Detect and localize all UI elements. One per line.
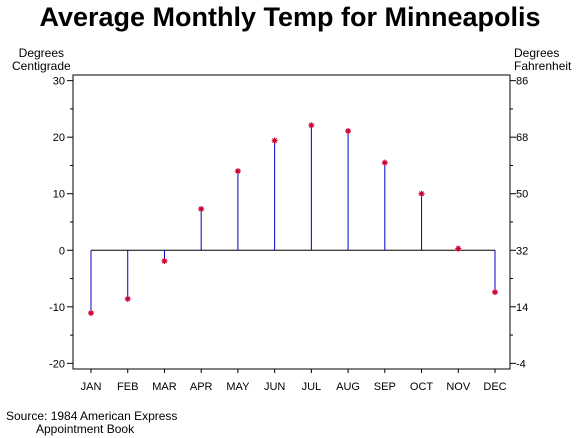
needles <box>90 125 496 314</box>
markers <box>88 122 498 317</box>
data-point-marker <box>308 122 315 129</box>
data-point-marker <box>124 295 131 302</box>
right-axis: -4 14 32 50 68 86 <box>510 76 528 370</box>
data-point-marker <box>271 137 278 144</box>
x-tick-label: OCT <box>410 381 434 393</box>
chart-title: Average Monthly Temp for Minneapolis <box>39 2 541 32</box>
right-axis-title-line1: Degrees <box>514 46 560 60</box>
right-tick-label: 50 <box>516 189 528 201</box>
data-point-marker <box>161 258 168 265</box>
right-tick-label: 14 <box>516 302 528 314</box>
left-tick-label: 10 <box>53 189 65 201</box>
x-tick-label: MAR <box>152 381 177 393</box>
left-tick-label: 20 <box>53 132 65 144</box>
x-tick-label: NOV <box>446 381 471 393</box>
footnote-line1: Source: 1984 American Express <box>6 409 178 423</box>
x-tick-label: DEC <box>483 381 506 393</box>
x-tick-label: AUG <box>336 381 360 393</box>
left-axis-title-line1: Degrees <box>18 46 65 60</box>
data-point-marker <box>345 127 352 134</box>
x-tick-label: JAN <box>81 381 102 393</box>
right-tick-label: 32 <box>516 245 528 257</box>
footnote-line2: Appointment Book <box>36 422 135 436</box>
data-point-marker <box>88 310 94 317</box>
left-tick-label: -20 <box>49 358 65 370</box>
left-tick-label: 0 <box>59 245 65 257</box>
data-point-marker <box>198 205 205 212</box>
data-point-marker <box>492 289 498 296</box>
left-tick-label: -10 <box>49 302 65 314</box>
left-axis-title-line2: Centigrade <box>12 59 71 73</box>
data-point-marker <box>418 190 425 197</box>
x-tick-label: JUL <box>302 381 322 393</box>
right-axis-title: Degrees Fahrenheit <box>514 47 571 73</box>
data-point-marker <box>455 245 462 252</box>
right-tick-label: 68 <box>516 132 528 144</box>
left-tick-label: 30 <box>53 76 65 88</box>
x-tick-label: APR <box>190 381 213 393</box>
plot-frame <box>72 74 511 370</box>
x-tick-label: SEP <box>374 381 396 393</box>
left-axis-title: Degrees Centigrade <box>12 47 71 73</box>
data-point-marker <box>381 159 388 166</box>
right-tick-label: -4 <box>516 358 526 370</box>
x-tick-label: FEB <box>117 381 138 393</box>
right-axis-title-line2: Fahrenheit <box>514 59 572 73</box>
x-tick-label: JUN <box>264 381 285 393</box>
data-point-marker <box>234 168 241 175</box>
x-axis: JAN FEB MAR APR MAY JUN JUL AUG SEP OCT NOV DEC <box>81 369 507 393</box>
right-tick-label: 86 <box>516 76 528 88</box>
footnote: Source: 1984 American Express Appointmen… <box>6 410 177 436</box>
left-axis: -20 -10 0 10 20 30 <box>49 76 73 370</box>
x-tick-label: MAY <box>226 381 250 393</box>
